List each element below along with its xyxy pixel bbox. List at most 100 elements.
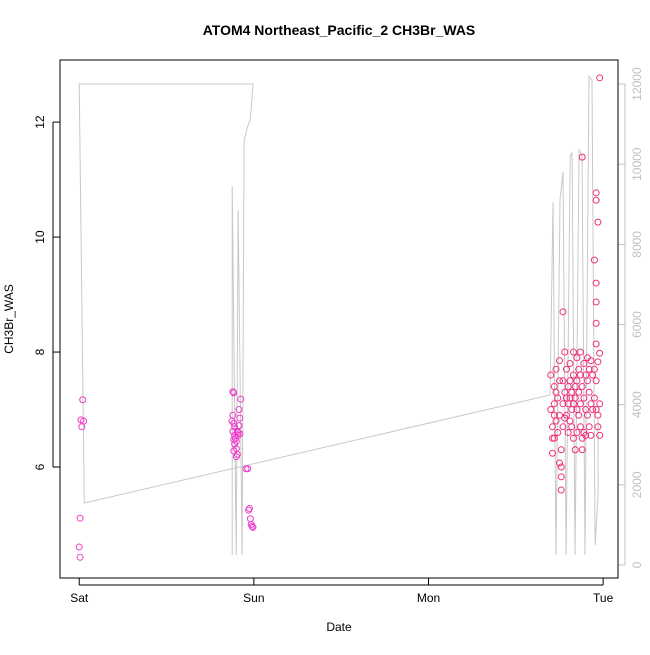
data-point <box>229 427 237 435</box>
data-point <box>555 459 563 467</box>
data-point <box>596 400 604 408</box>
y2-tick-label: 8000 <box>630 231 644 258</box>
data-point <box>578 153 586 161</box>
data-point <box>592 377 600 385</box>
data-point <box>596 349 604 357</box>
data-point <box>594 423 602 431</box>
data-point <box>569 348 577 356</box>
plot-frame <box>59 59 619 579</box>
data-point <box>557 463 565 471</box>
data-point <box>557 446 565 454</box>
data-point <box>232 453 240 461</box>
data-point <box>236 430 244 438</box>
data-point <box>246 515 254 523</box>
data-point <box>562 365 570 373</box>
data-point <box>583 411 591 419</box>
data-point <box>592 340 600 348</box>
data-point <box>575 411 583 419</box>
y-axis-label: CH3Br_WAS <box>2 284 16 354</box>
data-point <box>596 431 604 439</box>
data-point <box>549 423 557 431</box>
data-point <box>590 365 598 373</box>
data-point <box>569 434 577 442</box>
data-point <box>573 377 581 385</box>
y-tick-label: 6 <box>33 463 47 470</box>
data-point <box>575 388 583 396</box>
data-point <box>547 371 555 379</box>
data-point <box>571 394 579 402</box>
line-layer <box>78 74 599 555</box>
data-point <box>550 400 558 408</box>
data-point <box>594 218 602 226</box>
data-point <box>585 365 593 373</box>
y-tick-label: 12 <box>33 115 47 129</box>
data-point <box>559 308 567 316</box>
data-point <box>555 411 563 419</box>
data-point <box>245 506 253 514</box>
data-point <box>587 431 595 439</box>
data-point <box>549 449 557 457</box>
data-point <box>236 414 244 422</box>
data-point <box>592 279 600 287</box>
data-point <box>559 377 567 385</box>
data-point <box>559 400 567 408</box>
y-tick-label: 8 <box>33 348 47 355</box>
series-line <box>78 74 599 555</box>
data-point <box>75 543 83 551</box>
y2-tick-label: 0 <box>630 561 644 568</box>
data-point <box>554 429 562 437</box>
chart-title: ATOM4 Northeast_Pacific_2 CH3Br_WAS <box>203 22 476 38</box>
data-point <box>234 429 242 437</box>
data-point <box>582 431 590 439</box>
data-point <box>231 440 239 448</box>
points-layer <box>75 74 604 561</box>
data-point <box>552 417 560 425</box>
data-point <box>568 388 576 396</box>
data-point <box>248 522 256 530</box>
data-point <box>559 423 567 431</box>
data-point <box>589 371 597 379</box>
data-point <box>592 196 600 204</box>
y2-tick-label: 4000 <box>630 391 644 418</box>
data-point <box>557 473 565 481</box>
x-tick-label: Sat <box>70 591 89 605</box>
data-point <box>578 383 586 391</box>
data-point <box>578 446 586 454</box>
data-point <box>594 411 602 419</box>
data-point <box>566 377 574 385</box>
data-point <box>566 360 574 368</box>
y2-tick-label: 12000 <box>630 67 644 101</box>
data-point <box>237 395 245 403</box>
data-point <box>576 348 584 356</box>
data-point <box>573 429 581 437</box>
data-point <box>552 365 560 373</box>
axes-layer: Sat Sun Mon Tue 6 8 10 12 0 2000 4000 6000 8000 10000… <box>33 67 644 605</box>
data-point <box>568 423 576 431</box>
x-tick-label: Mon <box>417 591 440 605</box>
data-point <box>585 388 593 396</box>
data-point <box>562 411 570 419</box>
data-point <box>587 400 595 408</box>
data-point <box>569 371 577 379</box>
data-point <box>235 406 243 414</box>
x-tick-label: Tue <box>593 591 614 605</box>
x-axis-label: Date <box>326 620 352 634</box>
data-point <box>592 298 600 306</box>
data-point <box>230 389 238 397</box>
data-point <box>580 360 588 368</box>
data-point <box>590 394 598 402</box>
data-point <box>79 396 87 404</box>
data-point <box>78 423 86 431</box>
data-point <box>561 348 569 356</box>
data-point <box>576 400 584 408</box>
data-point <box>583 377 591 385</box>
data-point <box>587 357 595 365</box>
data-point <box>585 423 593 431</box>
data-point <box>571 446 579 454</box>
y2-tick-label: 2000 <box>630 471 644 498</box>
data-point <box>590 256 598 264</box>
y-tick-label: 10 <box>33 230 47 244</box>
data-point <box>592 319 600 327</box>
data-point <box>229 388 237 396</box>
y2-tick-label: 10000 <box>630 147 644 181</box>
